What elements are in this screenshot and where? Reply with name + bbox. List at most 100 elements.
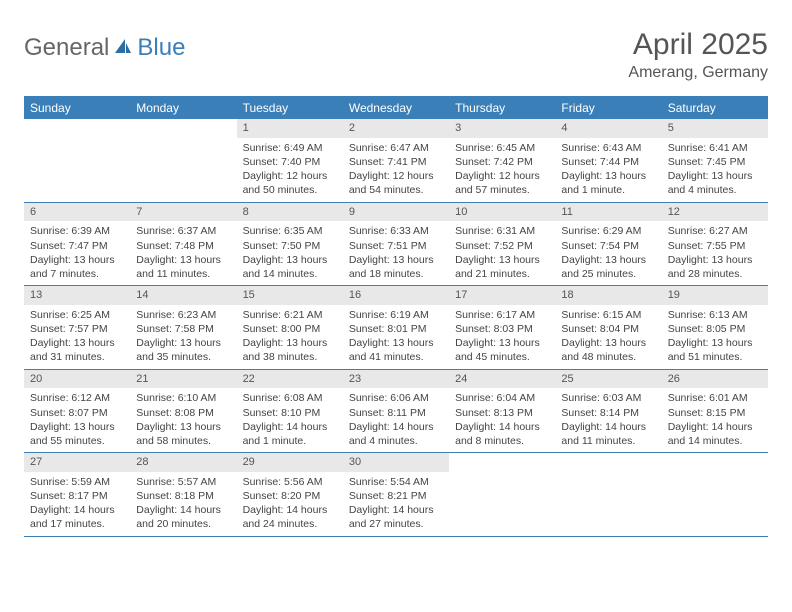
- day-cell: [662, 453, 768, 536]
- day-cell: [130, 119, 236, 202]
- day-number: 23: [343, 370, 449, 389]
- daylight-text: Daylight: 14 hours and 11 minutes.: [561, 420, 655, 448]
- daylight-text: Daylight: 14 hours and 14 minutes.: [668, 420, 762, 448]
- sunset-text: Sunset: 8:15 PM: [668, 406, 762, 420]
- sunset-text: Sunset: 7:44 PM: [561, 155, 655, 169]
- sunrise-text: Sunrise: 6:45 AM: [455, 141, 549, 155]
- day-number: 29: [237, 453, 343, 472]
- day-number: 26: [662, 370, 768, 389]
- sunset-text: Sunset: 8:08 PM: [136, 406, 230, 420]
- daylight-text: Daylight: 14 hours and 17 minutes.: [30, 503, 124, 531]
- sunrise-text: Sunrise: 6:17 AM: [455, 308, 549, 322]
- day-cell: [555, 453, 661, 536]
- sunrise-text: Sunrise: 6:04 AM: [455, 391, 549, 405]
- sunset-text: Sunset: 7:50 PM: [243, 239, 337, 253]
- day-cell: 13Sunrise: 6:25 AMSunset: 7:57 PMDayligh…: [24, 286, 130, 369]
- day-cell: 28Sunrise: 5:57 AMSunset: 8:18 PMDayligh…: [130, 453, 236, 536]
- day-cell: 17Sunrise: 6:17 AMSunset: 8:03 PMDayligh…: [449, 286, 555, 369]
- day-cell: 16Sunrise: 6:19 AMSunset: 8:01 PMDayligh…: [343, 286, 449, 369]
- day-body: Sunrise: 6:37 AMSunset: 7:48 PMDaylight:…: [130, 221, 236, 285]
- weeks-container: 1Sunrise: 6:49 AMSunset: 7:40 PMDaylight…: [24, 119, 768, 537]
- sunset-text: Sunset: 7:54 PM: [561, 239, 655, 253]
- day-body: Sunrise: 6:03 AMSunset: 8:14 PMDaylight:…: [555, 388, 661, 452]
- weekday-header: Tuesday: [237, 98, 343, 119]
- sunrise-text: Sunrise: 6:39 AM: [30, 224, 124, 238]
- sunrise-text: Sunrise: 6:33 AM: [349, 224, 443, 238]
- sunset-text: Sunset: 7:42 PM: [455, 155, 549, 169]
- day-cell: 15Sunrise: 6:21 AMSunset: 8:00 PMDayligh…: [237, 286, 343, 369]
- sunrise-text: Sunrise: 6:31 AM: [455, 224, 549, 238]
- daylight-text: Daylight: 13 hours and 21 minutes.: [455, 253, 549, 281]
- day-cell: 2Sunrise: 6:47 AMSunset: 7:41 PMDaylight…: [343, 119, 449, 202]
- sunset-text: Sunset: 8:10 PM: [243, 406, 337, 420]
- day-cell: 21Sunrise: 6:10 AMSunset: 8:08 PMDayligh…: [130, 370, 236, 453]
- day-body: Sunrise: 6:17 AMSunset: 8:03 PMDaylight:…: [449, 305, 555, 369]
- week-row: 1Sunrise: 6:49 AMSunset: 7:40 PMDaylight…: [24, 119, 768, 203]
- month-title: April 2025: [628, 28, 768, 62]
- day-body: Sunrise: 6:43 AMSunset: 7:44 PMDaylight:…: [555, 138, 661, 202]
- day-body: Sunrise: 6:10 AMSunset: 8:08 PMDaylight:…: [130, 388, 236, 452]
- daylight-text: Daylight: 14 hours and 24 minutes.: [243, 503, 337, 531]
- sunrise-text: Sunrise: 6:01 AM: [668, 391, 762, 405]
- daylight-text: Daylight: 13 hours and 7 minutes.: [30, 253, 124, 281]
- logo-sail-icon: [113, 34, 133, 62]
- day-cell: 25Sunrise: 6:03 AMSunset: 8:14 PMDayligh…: [555, 370, 661, 453]
- day-cell: 24Sunrise: 6:04 AMSunset: 8:13 PMDayligh…: [449, 370, 555, 453]
- day-number: 16: [343, 286, 449, 305]
- day-number: 25: [555, 370, 661, 389]
- day-number: 19: [662, 286, 768, 305]
- daylight-text: Daylight: 13 hours and 58 minutes.: [136, 420, 230, 448]
- header: GeneralBlue April 2025 Amerang, Germany: [24, 28, 768, 82]
- day-number: 3: [449, 119, 555, 138]
- week-row: 27Sunrise: 5:59 AMSunset: 8:17 PMDayligh…: [24, 453, 768, 537]
- day-body: Sunrise: 6:13 AMSunset: 8:05 PMDaylight:…: [662, 305, 768, 369]
- sunrise-text: Sunrise: 6:47 AM: [349, 141, 443, 155]
- sunset-text: Sunset: 8:07 PM: [30, 406, 124, 420]
- day-cell: 4Sunrise: 6:43 AMSunset: 7:44 PMDaylight…: [555, 119, 661, 202]
- daylight-text: Daylight: 13 hours and 18 minutes.: [349, 253, 443, 281]
- sunset-text: Sunset: 8:20 PM: [243, 489, 337, 503]
- daylight-text: Daylight: 12 hours and 50 minutes.: [243, 169, 337, 197]
- sunrise-text: Sunrise: 6:43 AM: [561, 141, 655, 155]
- day-cell: 12Sunrise: 6:27 AMSunset: 7:55 PMDayligh…: [662, 203, 768, 286]
- day-body: Sunrise: 6:27 AMSunset: 7:55 PMDaylight:…: [662, 221, 768, 285]
- day-cell: 14Sunrise: 6:23 AMSunset: 7:58 PMDayligh…: [130, 286, 236, 369]
- sunset-text: Sunset: 7:40 PM: [243, 155, 337, 169]
- calendar-page: GeneralBlue April 2025 Amerang, Germany …: [0, 0, 792, 557]
- week-row: 20Sunrise: 6:12 AMSunset: 8:07 PMDayligh…: [24, 370, 768, 454]
- sunrise-text: Sunrise: 6:19 AM: [349, 308, 443, 322]
- day-number: 4: [555, 119, 661, 138]
- day-cell: 10Sunrise: 6:31 AMSunset: 7:52 PMDayligh…: [449, 203, 555, 286]
- day-number: 24: [449, 370, 555, 389]
- daylight-text: Daylight: 13 hours and 31 minutes.: [30, 336, 124, 364]
- logo-text-2: Blue: [137, 34, 185, 62]
- daylight-text: Daylight: 13 hours and 11 minutes.: [136, 253, 230, 281]
- sunrise-text: Sunrise: 5:54 AM: [349, 475, 443, 489]
- weekday-header: Friday: [555, 98, 661, 119]
- day-body: Sunrise: 6:01 AMSunset: 8:15 PMDaylight:…: [662, 388, 768, 452]
- sunset-text: Sunset: 8:04 PM: [561, 322, 655, 336]
- sunrise-text: Sunrise: 6:25 AM: [30, 308, 124, 322]
- day-body: Sunrise: 6:04 AMSunset: 8:13 PMDaylight:…: [449, 388, 555, 452]
- sunrise-text: Sunrise: 6:35 AM: [243, 224, 337, 238]
- day-cell: 6Sunrise: 6:39 AMSunset: 7:47 PMDaylight…: [24, 203, 130, 286]
- day-body: Sunrise: 6:33 AMSunset: 7:51 PMDaylight:…: [343, 221, 449, 285]
- sunrise-text: Sunrise: 6:23 AM: [136, 308, 230, 322]
- day-body: Sunrise: 5:56 AMSunset: 8:20 PMDaylight:…: [237, 472, 343, 536]
- sunset-text: Sunset: 7:58 PM: [136, 322, 230, 336]
- weekday-header: Sunday: [24, 98, 130, 119]
- day-body: Sunrise: 5:54 AMSunset: 8:21 PMDaylight:…: [343, 472, 449, 536]
- sunset-text: Sunset: 8:13 PM: [455, 406, 549, 420]
- sunrise-text: Sunrise: 5:57 AM: [136, 475, 230, 489]
- daylight-text: Daylight: 14 hours and 20 minutes.: [136, 503, 230, 531]
- day-number: 2: [343, 119, 449, 138]
- day-cell: 30Sunrise: 5:54 AMSunset: 8:21 PMDayligh…: [343, 453, 449, 536]
- sunset-text: Sunset: 7:48 PM: [136, 239, 230, 253]
- day-number: 13: [24, 286, 130, 305]
- logo-text-1: General: [24, 34, 109, 62]
- daylight-text: Daylight: 13 hours and 55 minutes.: [30, 420, 124, 448]
- sunrise-text: Sunrise: 6:12 AM: [30, 391, 124, 405]
- daylight-text: Daylight: 14 hours and 27 minutes.: [349, 503, 443, 531]
- daylight-text: Daylight: 13 hours and 41 minutes.: [349, 336, 443, 364]
- day-body: Sunrise: 6:21 AMSunset: 8:00 PMDaylight:…: [237, 305, 343, 369]
